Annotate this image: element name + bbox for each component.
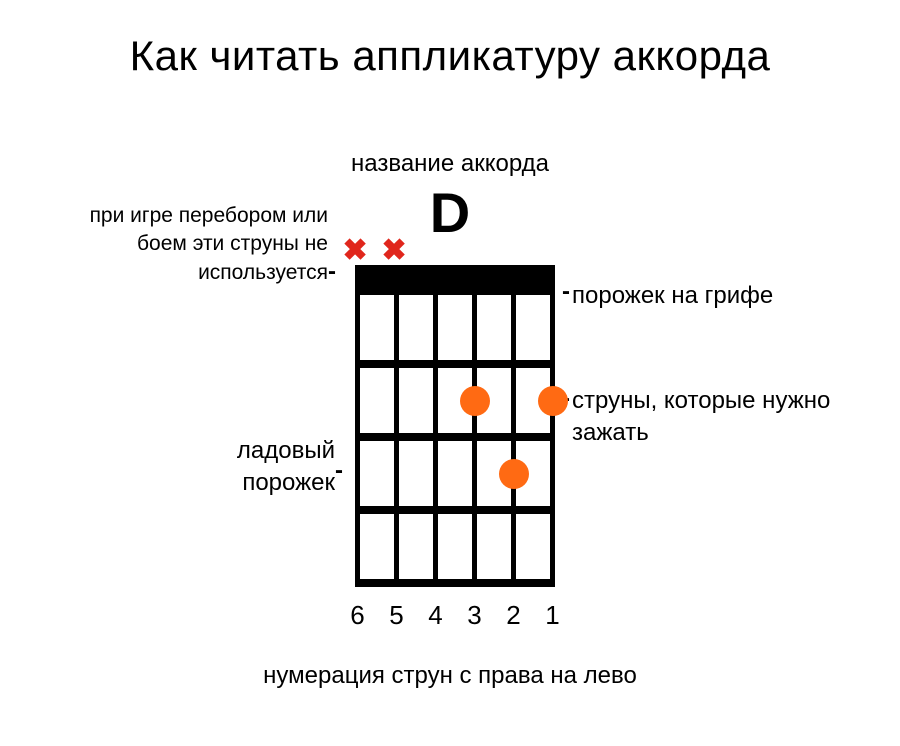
label-fret: ладовый порожек: [145, 435, 335, 500]
fret-line: [355, 287, 555, 295]
mute-x-icon: ✖: [382, 233, 407, 268]
chord-name-label: название аккорда: [0, 150, 900, 178]
dash-fret: -: [335, 457, 343, 485]
dash-muted: -: [328, 258, 336, 286]
fret-line: [355, 579, 555, 587]
fret-line: [355, 360, 555, 368]
fret-line: [355, 433, 555, 441]
nut: [355, 265, 555, 287]
string-number-label: 5: [389, 600, 403, 631]
mute-x-icon: ✖: [343, 233, 368, 268]
finger-dot: [499, 459, 529, 489]
label-string-numbers: нумерация струн с права на лево: [0, 660, 900, 692]
string-number-label: 6: [350, 600, 364, 631]
fret-line: [355, 506, 555, 514]
string-number-label: 4: [428, 600, 442, 631]
string-number-label: 2: [506, 600, 520, 631]
string-number-label: 1: [545, 600, 559, 631]
label-muted-strings: при игре перебором или боем эти струны н…: [38, 202, 328, 287]
fret-grid: [355, 287, 555, 587]
string-number-label: 3: [467, 600, 481, 631]
label-nut: порожек на грифе: [572, 280, 822, 312]
finger-dot: [460, 386, 490, 416]
dash-nut: -: [562, 278, 570, 306]
label-press: струны, которые нужно зажать: [572, 385, 862, 450]
finger-dot: [538, 386, 568, 416]
fretboard: [355, 265, 555, 587]
page-title: Как читать аппликатуру аккорда: [0, 32, 900, 80]
string-numbers-row: 654321: [355, 600, 555, 640]
